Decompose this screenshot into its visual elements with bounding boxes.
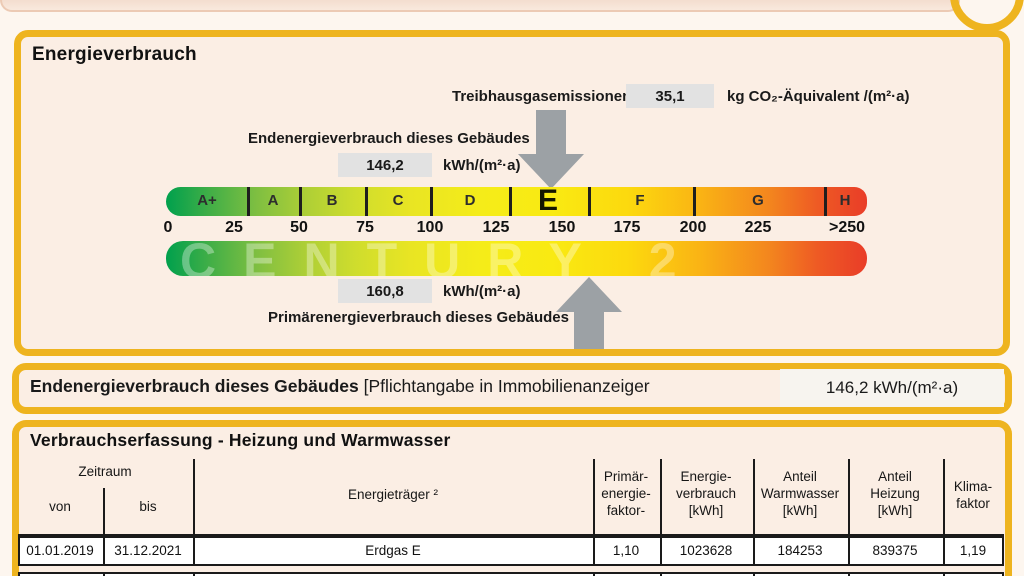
band-label: Endenergieverbrauch dieses Gebäudes [Pfl… <box>30 376 650 397</box>
end-energy-label: Endenergieverbrauch dieses Gebäudes <box>248 130 530 147</box>
tick-label-150: 150 <box>548 219 576 236</box>
table-line <box>660 459 662 535</box>
section-title: Energieverbrauch <box>32 44 197 65</box>
class-label-a-plus: A+ <box>197 192 217 209</box>
table-line <box>753 572 755 576</box>
cell-bis: 31.12.2021 <box>114 543 182 558</box>
cell-energietraeger: Erdgas E <box>365 543 421 558</box>
header-klimafaktor: Klima- faktor <box>953 479 993 511</box>
scale-divider <box>693 187 696 216</box>
header-primaerfaktor: Primär- energie- faktor- <box>601 469 651 518</box>
band-label-bold: Endenergieverbrauch dieses Gebäudes <box>30 376 359 396</box>
table-line <box>943 459 945 535</box>
tick-label-50: 50 <box>290 219 308 236</box>
class-label-h: H <box>839 192 851 209</box>
class-label-g: G <box>752 192 764 209</box>
header-energietraeger: Energieträger ² <box>347 487 439 502</box>
arrow-down-icon <box>536 110 566 155</box>
energy-class-scale-bar <box>166 187 867 216</box>
arrow-up-icon <box>574 311 604 349</box>
table-line <box>848 572 850 576</box>
end-energy-value: 146,2 <box>338 153 432 177</box>
ghg-value: 35,1 <box>626 84 714 108</box>
table-row <box>18 536 1004 566</box>
class-label-b: B <box>326 192 338 209</box>
scale-divider <box>509 187 512 216</box>
table-line <box>593 572 595 576</box>
energy-gradient-bar: CENTURY 2 <box>166 241 867 276</box>
class-label-c: C <box>392 192 404 209</box>
end-energy-unit: kWh/(m²·a) <box>443 157 521 174</box>
scale-divider <box>247 187 250 216</box>
class-label-d: D <box>464 192 476 209</box>
tick-label-200: 200 <box>679 219 707 236</box>
cell-verbrauch: 1023628 <box>679 543 733 558</box>
tick-label-175: 175 <box>613 219 641 236</box>
tick-label-225: 225 <box>744 219 772 236</box>
header-heizung: Anteil Heizung [kWh] <box>870 469 920 518</box>
table-line <box>848 536 850 566</box>
cell-primaerfaktor: 1,10 <box>612 543 640 558</box>
table-line <box>103 572 105 576</box>
cell-warmwasser: 184253 <box>777 543 823 558</box>
table-row-partial <box>18 572 1004 576</box>
tick-label-75: 75 <box>356 219 374 236</box>
table-line <box>848 459 850 535</box>
table-line <box>193 572 195 576</box>
cell-klimafaktor: 1,19 <box>959 543 987 558</box>
cell-von: 01.01.2019 <box>26 543 94 558</box>
tick-label-250plus: >250 <box>828 219 866 236</box>
class-label-f: F <box>635 192 645 209</box>
table-line <box>660 572 662 576</box>
scale-divider <box>299 187 302 216</box>
table-line <box>943 536 945 566</box>
tick-label-25: 25 <box>225 219 243 236</box>
header-zeitraum: Zeitraum <box>78 464 132 479</box>
table-line <box>103 488 105 535</box>
table-line <box>193 459 195 535</box>
primary-energy-label: Primärenergieverbrauch dieses Gebäudes <box>268 309 569 326</box>
scale-divider <box>430 187 433 216</box>
header-warmwasser: Anteil Warmwasser [kWh] <box>760 469 840 518</box>
header-bis: bis <box>139 499 157 514</box>
table-line <box>593 536 595 566</box>
table-line <box>753 459 755 535</box>
consumption-title: Verbrauchserfassung - Heizung und Warmwa… <box>30 430 451 450</box>
scale-divider <box>824 187 827 216</box>
tick-label-0: 0 <box>163 219 173 236</box>
table-line <box>943 572 945 576</box>
tick-label-125: 125 <box>482 219 510 236</box>
table-line <box>18 534 1004 536</box>
band-label-rest: [Pflichtangabe in Immobilienanzeiger <box>363 376 650 396</box>
class-label-e-current: E <box>537 184 559 217</box>
ghg-unit: kg CO₂-Äquivalent /(m²·a) <box>727 88 910 105</box>
primary-energy-value: 160,8 <box>338 279 432 303</box>
class-label-a: A <box>267 192 279 209</box>
table-line <box>753 536 755 566</box>
primary-energy-unit: kWh/(m²·a) <box>443 283 521 300</box>
table-line <box>193 536 195 566</box>
ghg-label: Treibhausgasemissionen <box>452 88 632 105</box>
band-value: 146,2 kWh/(m²·a) <box>780 369 1004 407</box>
cell-heizung: 839375 <box>872 543 918 558</box>
tick-label-100: 100 <box>416 219 444 236</box>
table-line <box>660 536 662 566</box>
header-von: von <box>49 499 71 514</box>
table-line <box>103 536 105 566</box>
arrow-down-head-icon <box>518 154 584 189</box>
scale-divider <box>365 187 368 216</box>
scale-divider <box>588 187 591 216</box>
century21-watermark: CENTURY 2 <box>180 241 704 276</box>
header-verbrauch: Energie- verbrauch [kWh] <box>675 469 737 518</box>
table-line <box>593 459 595 535</box>
arrow-up-head-icon <box>556 277 622 312</box>
